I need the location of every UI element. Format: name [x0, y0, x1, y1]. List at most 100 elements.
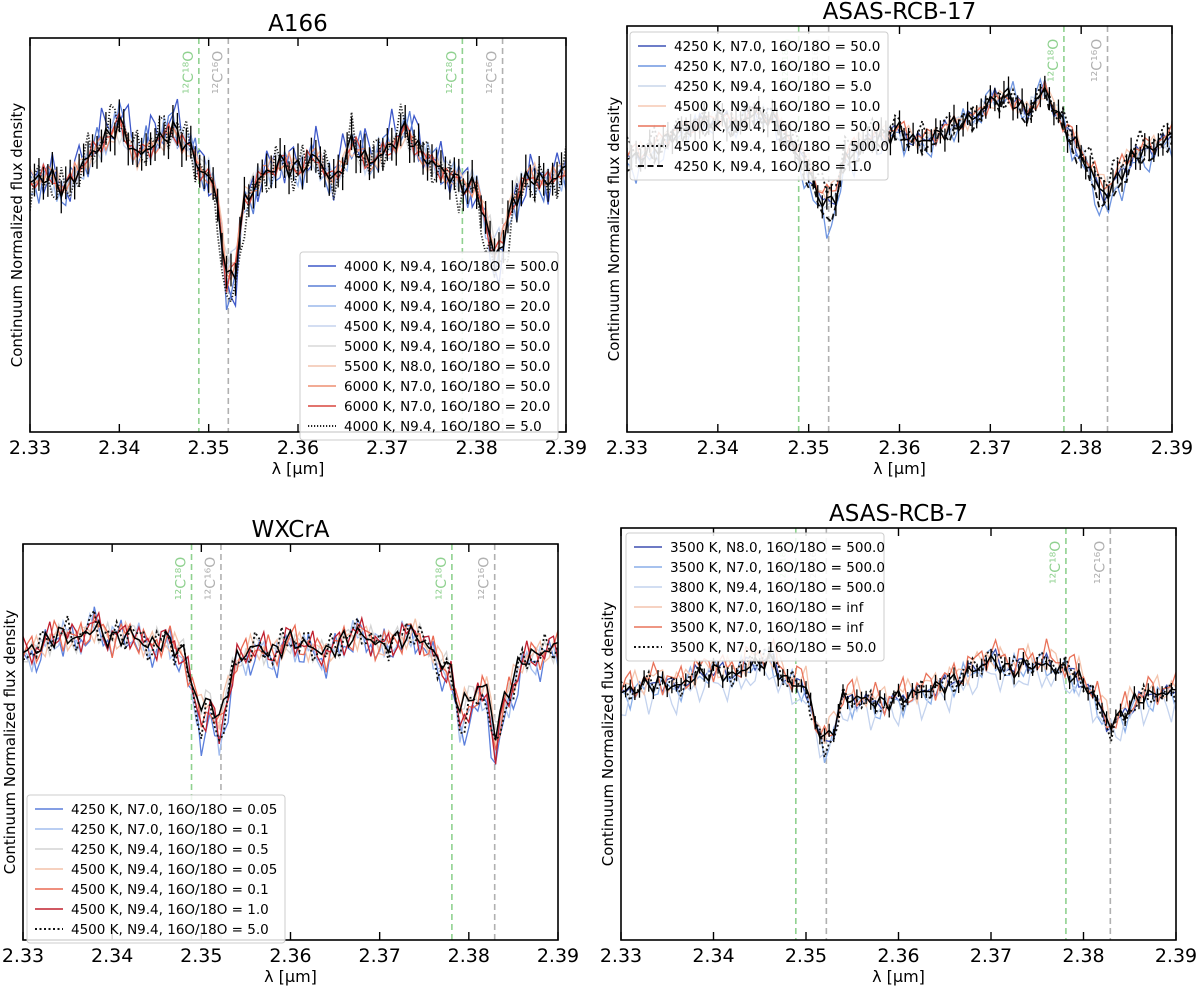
model-series-line [621, 647, 1176, 758]
legend-box [26, 794, 286, 944]
panel-1: ¹²C¹⁸O ¹²C¹⁶O ¹²C¹⁸O ¹²C¹⁶O 2.33 2.34 2.35 2.36… [8, 11, 587, 478]
panel-title: WXCrA [251, 517, 329, 543]
y-axis-label: Continuum Normalized flux density [599, 602, 617, 867]
legend-label: 4500 K, N9.4, 16O/18O = 0.05 [71, 862, 277, 878]
x-axis-label: λ [µm] [872, 967, 925, 986]
x-tick-label: 2.37 [969, 437, 1011, 459]
legend-box [299, 251, 559, 441]
x-tick-label: 2.35 [785, 945, 827, 967]
legend-label: 3800 K, N7.0, 16O/18O = inf [670, 600, 865, 616]
y-axis-label: Continuum Normalized flux density [1, 610, 19, 875]
legend-label: 4250 K, N7.0, 16O/18O = 0.1 [71, 822, 269, 838]
legend-box [625, 532, 885, 662]
model-series-line [23, 611, 558, 752]
x-tick-label: 2.34 [697, 437, 739, 459]
x-axis-label: λ [µm] [264, 967, 317, 986]
legend-label: 4500 K, N9.4, 16O/18O = 10.0 [674, 99, 880, 115]
molecular-line-label: ¹²C¹⁸O [1046, 39, 1062, 82]
x-tick-label: 2.37 [366, 437, 408, 459]
legend-label: 4250 K, N9.4, 16O/18O = 1.0 [674, 159, 872, 175]
x-tick-label: 2.33 [606, 437, 648, 459]
legend-label: 4000 K, N9.4, 16O/18O = 5.0 [344, 419, 542, 435]
x-tick-label: 2.33 [9, 437, 51, 459]
x-tick-label: 2.35 [180, 945, 222, 967]
x-tick-label: 2.33 [600, 945, 642, 967]
legend-label: 4500 K, N9.4, 16O/18O = 0.1 [71, 882, 269, 898]
legend-label: 3500 K, N7.0, 16O/18O = inf [670, 620, 865, 636]
x-tick-label: 2.36 [878, 437, 920, 459]
molecular-line-label: ¹²C¹⁸O [174, 557, 190, 600]
panel-title: ASAS-RCB-7 [829, 501, 968, 527]
legend-label: 4250 K, N7.0, 16O/18O = 0.05 [71, 802, 277, 818]
legend-label: 5000 K, N9.4, 16O/18O = 50.0 [344, 339, 550, 355]
legend-label: 5500 K, N8.0, 16O/18O = 50.0 [344, 359, 550, 375]
y-axis-label: Continuum Normalized flux density [605, 97, 623, 362]
molecular-line-label: ¹²C¹⁶O [1090, 39, 1106, 82]
x-tick-label: 2.38 [448, 945, 490, 967]
legend-label: 4000 K, N9.4, 16O/18O = 500.0 [344, 259, 559, 275]
molecular-line-label: ¹²C¹⁸O [434, 557, 450, 600]
molecular-line-label: ¹²C¹⁶O [203, 557, 219, 600]
x-tick-label: 2.39 [545, 437, 587, 459]
legend-box [629, 31, 889, 181]
molecular-line-label: ¹²C¹⁸O [1048, 541, 1064, 584]
panel-2: ¹²C¹⁸O¹²C¹⁶O¹²C¹⁸O¹²C¹⁶O2.332.342.352.36… [605, 0, 1193, 478]
x-tick-label: 2.39 [537, 945, 579, 967]
molecular-line-label: ¹²C¹⁶O [1092, 541, 1108, 584]
x-tick-label: 2.37 [359, 945, 401, 967]
panel-title: ASAS-RCB-17 [823, 0, 977, 25]
molecular-line-label: ¹²C¹⁶O [210, 51, 226, 94]
model-series-line [23, 611, 558, 758]
legend-label: 4250 K, N9.4, 16O/18O = 0.5 [71, 842, 269, 858]
x-tick-label: 2.35 [788, 437, 830, 459]
legend-label: 4250 K, N7.0, 16O/18O = 50.0 [674, 39, 880, 55]
molecular-line-label: ¹²C¹⁶O [477, 557, 493, 600]
legend-label: 4250 K, N7.0, 16O/18O = 10.0 [674, 59, 880, 75]
legend-label: 4500 K, N9.4, 16O/18O = 5.0 [71, 922, 269, 938]
legend-label: 6000 K, N7.0, 16O/18O = 50.0 [344, 379, 550, 395]
x-tick-label: 2.36 [277, 437, 319, 459]
x-axis-label: λ [µm] [873, 459, 926, 478]
legend-label: 4500 K, N9.4, 16O/18O = 500.0 [674, 139, 889, 155]
legend: 4250 K, N7.0, 16O/18O = 50.0 4250 K, N7.0… [629, 31, 889, 181]
legend-label: 3500 K, N8.0, 16O/18O = 500.0 [670, 540, 885, 556]
x-tick-label: 2.38 [1062, 945, 1104, 967]
x-tick-label: 2.39 [1151, 437, 1193, 459]
x-tick-label: 2.34 [98, 437, 140, 459]
x-tick-label: 2.34 [91, 945, 133, 967]
y-axis-label: Continuum Normalized flux density [8, 103, 26, 368]
legend-label: 6000 K, N7.0, 16O/18O = 20.0 [344, 399, 550, 415]
x-tick-label: 2.39 [1155, 945, 1197, 967]
panel-4: ¹²C¹⁸O¹²C¹⁶O¹²C¹⁸O¹²C¹⁶O2.332.342.352.36… [599, 501, 1197, 986]
x-tick-label: 2.38 [1060, 437, 1102, 459]
model-series-line [23, 608, 558, 743]
x-tick-label: 2.37 [970, 945, 1012, 967]
panel-3: ¹²C¹⁸O ¹²C¹⁶O ¹²C¹⁸O ¹²C¹⁶O 2.33 2.34 2.35 2.36… [1, 517, 579, 986]
legend-label: 4500 K, N9.4, 16O/18O = 50.0 [344, 319, 550, 335]
legend-label: 3500 K, N7.0, 16O/18O = 500.0 [670, 560, 885, 576]
molecular-line-label: ¹²C¹⁶O [485, 51, 501, 94]
legend: 4000 K, N9.4, 16O/18O = 500.0 4000 K, N9.… [299, 251, 559, 441]
legend-label: 4000 K, N9.4, 16O/18O = 50.0 [344, 279, 550, 295]
x-tick-label: 2.33 [2, 945, 44, 967]
x-tick-label: 2.34 [692, 945, 734, 967]
model-series-line [621, 648, 1176, 763]
x-tick-label: 2.36 [877, 945, 919, 967]
molecular-line-label: ¹²C¹⁸O [181, 51, 197, 94]
legend-label: 3800 K, N9.4, 16O/18O = 500.0 [670, 580, 885, 596]
x-axis-label: λ [µm] [272, 459, 325, 478]
x-tick-label: 2.36 [269, 945, 311, 967]
molecular-line-label: ¹²C¹⁸O [444, 51, 460, 94]
legend-label: 4000 K, N9.4, 16O/18O = 20.0 [344, 299, 550, 315]
legend-label: 4500 K, N9.4, 16O/18O = 50.0 [674, 119, 880, 135]
legend-label: 3500 K, N7.0, 16O/18O = 50.0 [670, 640, 876, 656]
x-tick-label: 2.35 [188, 437, 230, 459]
legend: 3500 K, N8.0, 16O/18O = 500.0 3500 K, N7.… [625, 532, 885, 662]
legend-label: 4500 K, N9.4, 16O/18O = 1.0 [71, 902, 269, 918]
panel-title: A166 [268, 11, 328, 37]
x-tick-label: 2.38 [456, 437, 498, 459]
legend-label: 4250 K, N9.4, 16O/18O = 5.0 [674, 79, 872, 95]
legend: 4250 K, N7.0, 16O/18O = 0.05 4250 K, N7.0… [26, 794, 286, 944]
observed-spectrum [23, 618, 558, 741]
